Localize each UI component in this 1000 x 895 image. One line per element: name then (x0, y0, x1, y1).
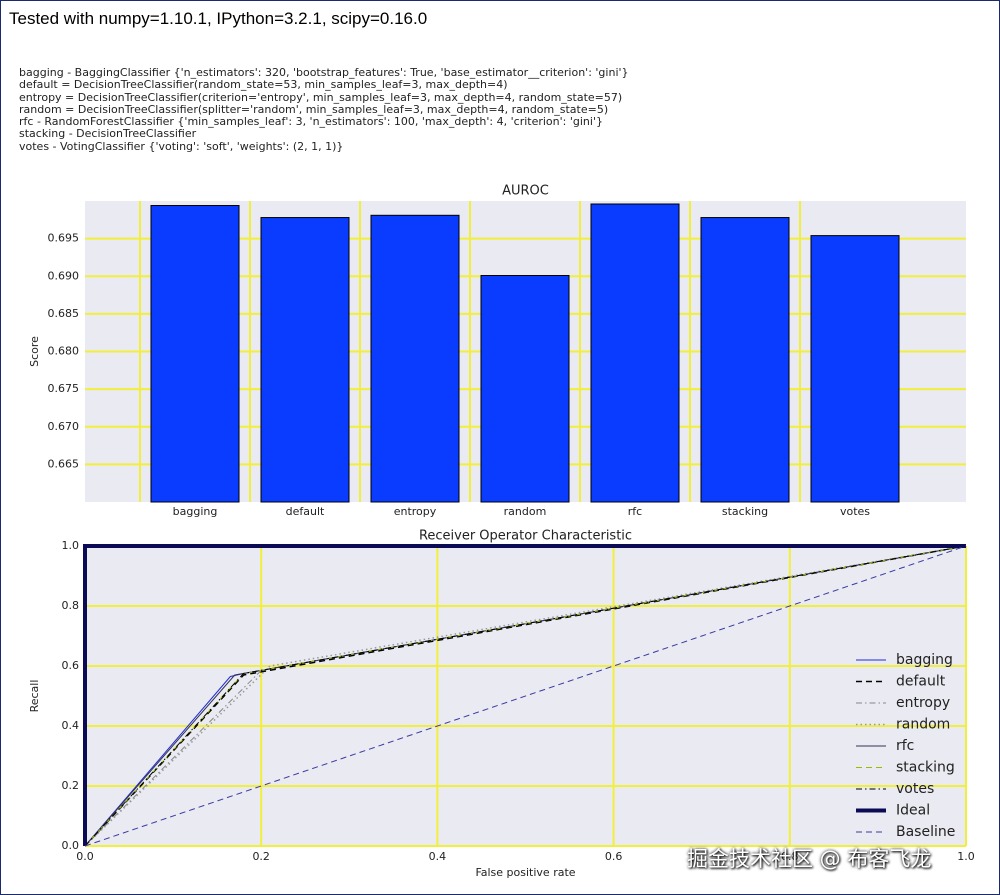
y-tick-label: 0.8 (62, 599, 80, 612)
y-tick-label: 0.670 (48, 420, 80, 433)
note-line: votes - VotingClassifier {'voting': 'sof… (19, 139, 344, 153)
note-line: rfc - RandomForestClassifier {'min_sampl… (19, 115, 603, 129)
note-line: bagging - BaggingClassifier {'n_estimato… (19, 66, 629, 79)
bar (700, 217, 790, 503)
watermark: 掘金技术社区 @ 布客飞龙 (687, 847, 932, 871)
chart-title: Receiver Operator Characteristic (419, 529, 632, 544)
roc-line (84, 545, 967, 847)
legend-label: default (896, 674, 946, 690)
x-tick-label: entropy (394, 505, 437, 518)
x-tick-label: 0.4 (429, 850, 447, 863)
legend-label: Baseline (896, 824, 955, 840)
x-tick-label: bagging (173, 505, 218, 518)
legend-label: votes (896, 781, 934, 797)
legend-label: entropy (896, 695, 950, 711)
bar (260, 217, 350, 503)
roc-line (84, 545, 967, 847)
x-tick-label: stacking (722, 505, 768, 518)
y-tick-label: 0.2 (62, 779, 80, 792)
y-tick-label: 0.675 (48, 382, 80, 395)
bar (370, 214, 460, 503)
x-tick-label: 0.6 (605, 850, 623, 863)
x-tick-label: rfc (628, 505, 642, 518)
legend-label: Ideal (896, 803, 930, 819)
legend-label: random (896, 717, 950, 733)
y-tick-label: 0.685 (48, 307, 80, 320)
bar (810, 235, 900, 503)
note-line: random = DecisionTreeClassifier(splitter… (19, 102, 609, 116)
chart-title: AUROC (502, 184, 549, 199)
y-tick-label: 0.695 (48, 232, 80, 245)
y-tick-label: 0.665 (48, 457, 80, 470)
y-axis-label: Score (28, 336, 41, 367)
x-tick-label: 0.8 (781, 850, 799, 863)
legend-label: rfc (896, 738, 914, 754)
note-line: stacking - DecisionTreeClassifier (19, 127, 197, 141)
y-tick-label: 0.690 (48, 269, 80, 282)
x-axis-label: False positive rate (475, 866, 575, 879)
note-line: default = DecisionTreeClassifier(random_… (19, 78, 508, 92)
x-tick-label: votes (840, 505, 870, 518)
bar (150, 205, 240, 503)
roc-line (83, 544, 966, 846)
legend-label: stacking (896, 760, 955, 776)
y-tick-label: 1.0 (62, 539, 80, 552)
x-tick-label: random (504, 505, 547, 518)
x-tick-label: 0.0 (76, 850, 94, 863)
bar (590, 203, 680, 503)
bar (480, 274, 570, 503)
x-tick-label: default (286, 505, 325, 518)
y-tick-label: 0.0 (62, 839, 80, 852)
x-tick-label: 1.0 (957, 850, 975, 863)
y-tick-label: 0.680 (48, 345, 80, 358)
y-axis-label: Recall (28, 680, 41, 713)
roc-line (84, 545, 967, 847)
notes: bagging - BaggingClassifier {'n_estimato… (19, 66, 629, 153)
y-tick-label: 0.6 (62, 659, 80, 672)
legend-label: bagging (896, 652, 953, 668)
note-line: entropy = DecisionTreeClassifier(criteri… (19, 90, 623, 104)
y-tick-label: 0.4 (62, 719, 80, 732)
header: Tested with numpy=1.10.1, IPython=3.2.1,… (9, 9, 428, 28)
x-tick-label: 0.2 (252, 850, 270, 863)
